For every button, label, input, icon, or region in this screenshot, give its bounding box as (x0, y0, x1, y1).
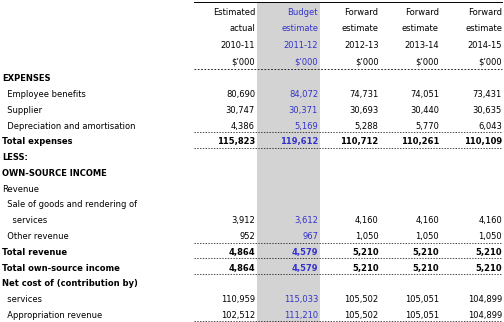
Text: 30,371: 30,371 (289, 106, 318, 115)
Text: 4,864: 4,864 (228, 248, 255, 257)
Text: 4,579: 4,579 (291, 248, 318, 257)
Text: Revenue: Revenue (2, 185, 39, 194)
Text: 4,864: 4,864 (228, 264, 255, 273)
Text: 5,210: 5,210 (475, 264, 502, 273)
Text: 1,050: 1,050 (355, 232, 379, 241)
Text: 115,033: 115,033 (284, 295, 318, 304)
Text: 104,899: 104,899 (468, 295, 502, 304)
Text: Appropriation revenue: Appropriation revenue (2, 311, 102, 320)
Bar (257, 2, 320, 322)
Text: services: services (2, 216, 47, 225)
Text: 4,579: 4,579 (291, 264, 318, 273)
Text: 104,899: 104,899 (468, 311, 502, 320)
Text: 110,261: 110,261 (401, 137, 439, 147)
Text: 5,210: 5,210 (475, 248, 502, 257)
Text: Supplier: Supplier (2, 106, 42, 115)
Text: 2014-15: 2014-15 (468, 41, 502, 50)
Text: 73,431: 73,431 (473, 90, 502, 99)
Text: 105,502: 105,502 (344, 311, 379, 320)
Text: 6,043: 6,043 (478, 122, 502, 131)
Text: 5,210: 5,210 (412, 264, 439, 273)
Text: 30,747: 30,747 (226, 106, 255, 115)
Text: 5,770: 5,770 (415, 122, 439, 131)
Text: 5,210: 5,210 (412, 248, 439, 257)
Text: 3,912: 3,912 (231, 216, 255, 225)
Text: $’000: $’000 (355, 58, 379, 67)
Text: Forward: Forward (405, 7, 439, 16)
Text: 4,160: 4,160 (355, 216, 379, 225)
Text: 5,288: 5,288 (355, 122, 379, 131)
Text: $’000: $’000 (231, 58, 255, 67)
Text: 111,210: 111,210 (284, 311, 318, 320)
Text: 105,051: 105,051 (405, 311, 439, 320)
Text: 952: 952 (239, 232, 255, 241)
Text: $’000: $’000 (294, 58, 318, 67)
Text: 1,050: 1,050 (415, 232, 439, 241)
Text: Net cost of (contribution by): Net cost of (contribution by) (2, 279, 138, 289)
Text: actual: actual (229, 24, 255, 33)
Text: estimate: estimate (342, 24, 379, 33)
Text: 2013-14: 2013-14 (404, 41, 439, 50)
Text: 115,823: 115,823 (217, 137, 255, 147)
Text: 5,210: 5,210 (352, 248, 379, 257)
Text: Total revenue: Total revenue (2, 248, 67, 257)
Text: 110,712: 110,712 (340, 137, 379, 147)
Text: 74,731: 74,731 (349, 90, 379, 99)
Text: 30,635: 30,635 (473, 106, 502, 115)
Text: 30,440: 30,440 (410, 106, 439, 115)
Text: 4,160: 4,160 (478, 216, 502, 225)
Text: Depreciation and amortisation: Depreciation and amortisation (2, 122, 136, 131)
Text: 967: 967 (302, 232, 318, 241)
Text: 2010-11: 2010-11 (221, 41, 255, 50)
Text: 110,109: 110,109 (464, 137, 502, 147)
Text: 105,051: 105,051 (405, 295, 439, 304)
Text: 84,072: 84,072 (289, 90, 318, 99)
Text: Sale of goods and rendering of: Sale of goods and rendering of (2, 201, 137, 210)
Text: services: services (2, 295, 42, 304)
Text: 4,386: 4,386 (231, 122, 255, 131)
Text: 5,169: 5,169 (294, 122, 318, 131)
Text: 105,502: 105,502 (344, 295, 379, 304)
Text: Estimated: Estimated (213, 7, 255, 16)
Text: estimate: estimate (402, 24, 439, 33)
Text: $’000: $’000 (415, 58, 439, 67)
Text: 2012-13: 2012-13 (344, 41, 379, 50)
Text: 80,690: 80,690 (226, 90, 255, 99)
Text: Budget: Budget (288, 7, 318, 16)
Text: 2011-12: 2011-12 (284, 41, 318, 50)
Text: EXPENSES: EXPENSES (2, 74, 50, 83)
Text: 30,693: 30,693 (349, 106, 379, 115)
Text: Forward: Forward (345, 7, 379, 16)
Text: 4,160: 4,160 (415, 216, 439, 225)
Text: estimate: estimate (465, 24, 502, 33)
Text: 1,050: 1,050 (478, 232, 502, 241)
Text: Other revenue: Other revenue (2, 232, 69, 241)
Text: $’000: $’000 (478, 58, 502, 67)
Text: OWN-SOURCE INCOME: OWN-SOURCE INCOME (2, 169, 107, 178)
Text: 110,959: 110,959 (221, 295, 255, 304)
Text: estimate: estimate (281, 24, 318, 33)
Text: Total expenses: Total expenses (2, 137, 73, 147)
Text: 74,051: 74,051 (410, 90, 439, 99)
Text: 102,512: 102,512 (221, 311, 255, 320)
Text: 5,210: 5,210 (352, 264, 379, 273)
Text: LESS:: LESS: (2, 153, 28, 162)
Text: Total own-source income: Total own-source income (2, 264, 120, 273)
Text: Forward: Forward (468, 7, 502, 16)
Text: 3,612: 3,612 (294, 216, 318, 225)
Text: Employee benefits: Employee benefits (2, 90, 86, 99)
Text: 119,612: 119,612 (280, 137, 318, 147)
